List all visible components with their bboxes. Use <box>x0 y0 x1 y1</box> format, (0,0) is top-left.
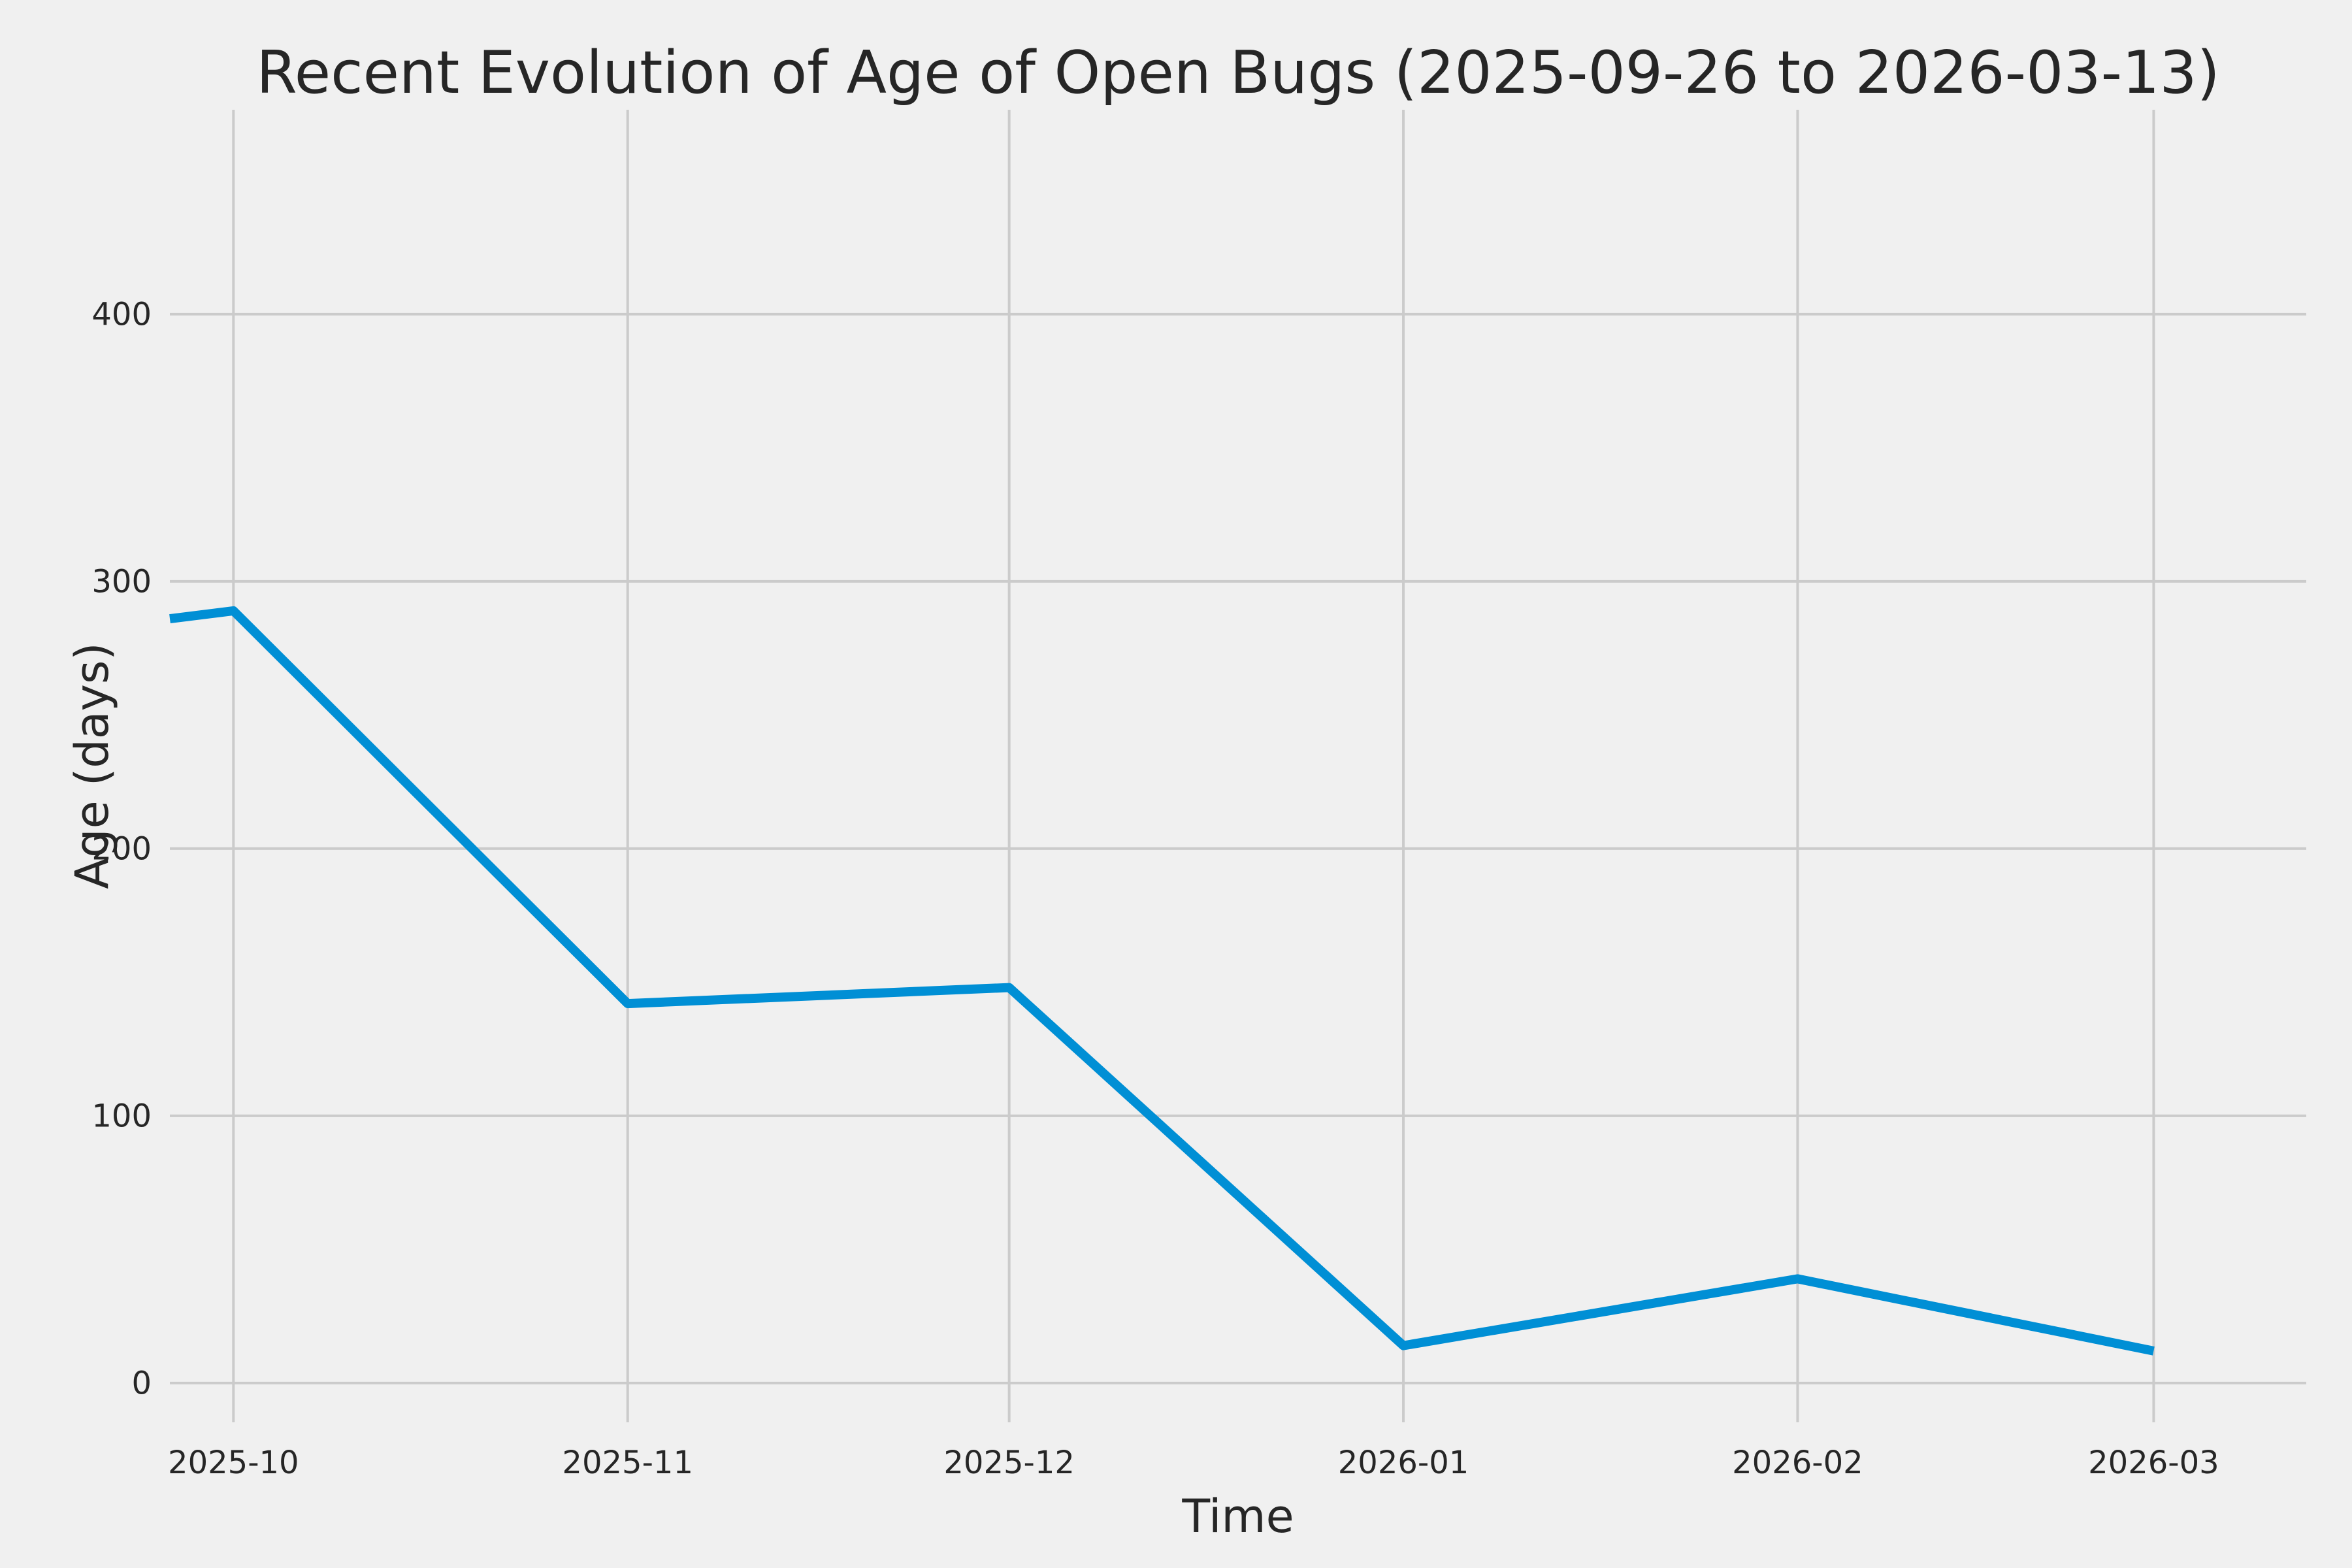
grid <box>170 110 2306 1422</box>
y-tick-labels: 0 100 200 300 400 <box>91 297 152 1402</box>
x-tick-label: 2025-12 <box>943 1445 1075 1481</box>
y-tick-label: 300 <box>91 564 152 600</box>
x-axis-label: Time <box>1181 1490 1294 1543</box>
x-tick-label: 2025-10 <box>168 1445 299 1481</box>
x-tick-label: 2026-03 <box>2088 1445 2219 1481</box>
x-tick-label: 2025-11 <box>562 1445 693 1481</box>
x-tick-labels: 2025-10 2025-11 2025-12 2026-01 2026-02 2026-… <box>168 1445 2219 1481</box>
y-tick-label: 0 <box>131 1365 152 1402</box>
y-axis-label: Age (days) <box>65 642 119 889</box>
series-line <box>169 606 2155 1356</box>
x-tick-label: 2026-01 <box>1338 1445 1469 1481</box>
y-tick-label: 200 <box>91 831 152 868</box>
x-tick-label: 2026-02 <box>1732 1445 1863 1481</box>
y-tick-label: 400 <box>91 297 152 333</box>
chart-title: Recent Evolution of Age of Open Bugs (20… <box>256 39 2220 107</box>
y-tick-label: 100 <box>91 1098 152 1135</box>
